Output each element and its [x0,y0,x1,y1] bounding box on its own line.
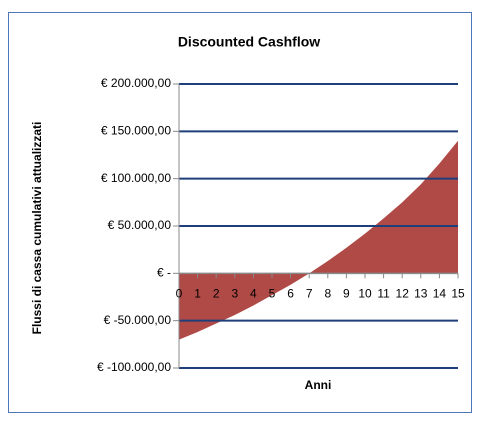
x-tick-label: 11 [377,287,390,301]
x-tick-label: 2 [213,287,220,301]
x-tick-label: 4 [250,287,257,301]
y-tick-label: € 150.000,00 [101,124,171,138]
x-tick-label: 1 [194,287,201,301]
chart-title: Discounted Cashflow [178,34,320,50]
y-tick-label: € 100.000,00 [101,171,171,185]
y-tick-label: € 50.000,00 [108,218,172,232]
x-tick-label: 8 [324,287,331,301]
x-tick-label: 13 [414,287,428,301]
y-tick-label: € -100.000,00 [97,360,171,374]
y-tick-label: € - [157,266,171,280]
x-axis-label: Anni [305,378,332,392]
y-tick-label: € -50.000,00 [104,313,172,327]
x-tick-label: 7 [306,287,313,301]
x-tick-label: 10 [358,287,372,301]
area [179,140,458,340]
y-tick-label: € 200.000,00 [101,76,171,90]
x-tick-label: 12 [396,287,410,301]
x-tick-label: 15 [451,287,465,301]
x-tick-label: 14 [433,287,447,301]
x-tick-label: 6 [287,287,294,301]
x-tick-label: 5 [269,287,276,301]
x-tick-label: 3 [231,287,238,301]
x-tick-label: 9 [343,287,350,301]
x-tick-label: 0 [176,287,183,301]
y-axis-label: Flussi di cassa cumulativi attualizzati [30,122,44,335]
